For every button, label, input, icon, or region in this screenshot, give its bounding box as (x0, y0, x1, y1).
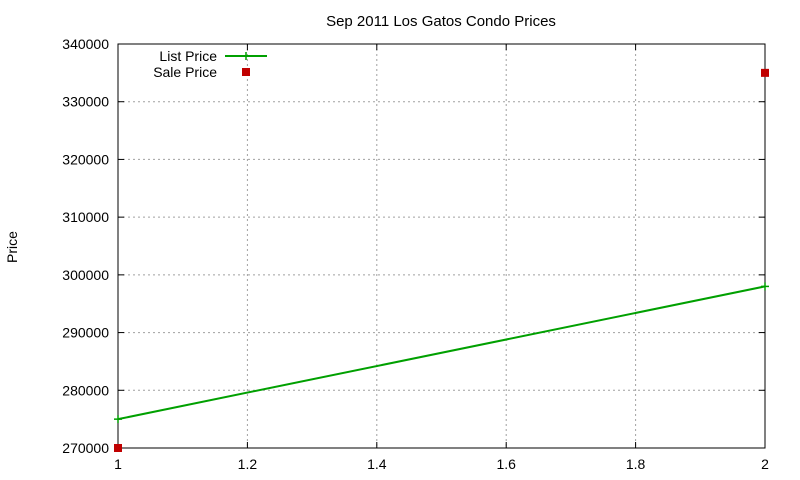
legend-swatch-point (242, 52, 250, 60)
data-point (761, 282, 769, 291)
legend-swatch-point (242, 68, 250, 76)
y-tick-label: 310000 (62, 209, 109, 225)
x-tick-label: 1.2 (238, 456, 258, 472)
grid (118, 44, 765, 448)
x-tick-label: 2 (761, 456, 769, 472)
data-point (114, 415, 122, 424)
y-axis-label: Price (4, 231, 20, 263)
axis-ticks: 1 1.2 1.4 1.6 1.8 2 270000 280000 290000 300000 31… (62, 36, 769, 472)
x-tick-label: 1.6 (496, 456, 516, 472)
y-tick-label: 320000 (62, 151, 109, 167)
y-tick-label: 280000 (62, 382, 109, 398)
chart-title: Sep 2011 Los Gatos Condo Prices (326, 13, 556, 30)
data-point (114, 444, 122, 452)
plot-frame (117, 43, 766, 449)
series-line (117, 285, 766, 421)
y-tick-label: 290000 (62, 325, 109, 341)
legend-label: List Price (159, 48, 217, 64)
y-tick-label: 340000 (62, 36, 109, 52)
y-tick-label: 270000 (62, 440, 109, 456)
y-tick-label: 330000 (62, 94, 109, 110)
series (114, 68, 769, 452)
x-tick-label: 1.4 (367, 456, 387, 472)
y-tick-label: 300000 (62, 267, 109, 283)
legend-label: Sale Price (153, 64, 217, 80)
x-tick-label: 1.8 (626, 456, 646, 472)
data-point (761, 68, 769, 77)
x-tick-label: 1 (114, 456, 122, 472)
